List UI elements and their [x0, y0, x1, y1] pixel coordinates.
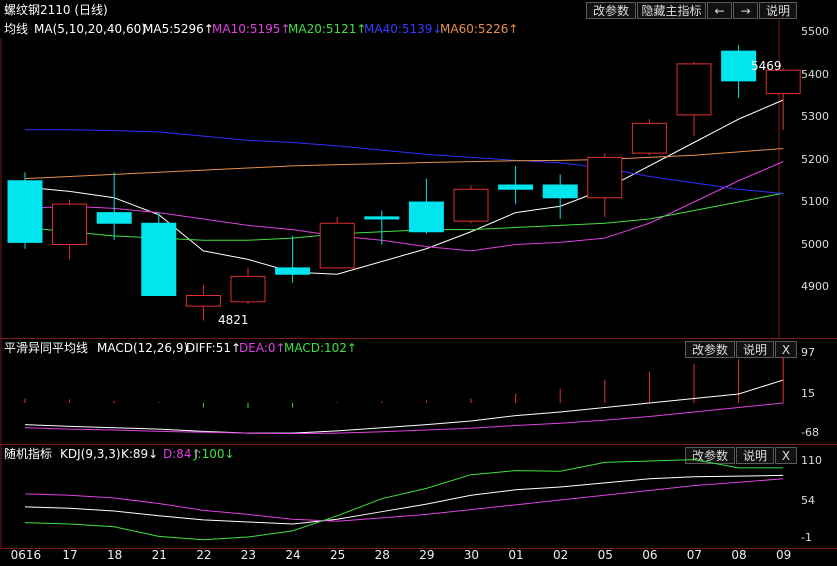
date-label: 21 — [151, 548, 167, 562]
kdj-tick: 110 — [801, 454, 822, 467]
candlestick — [230, 275, 266, 303]
panel-divider — [0, 548, 837, 549]
ma5-line — [24, 99, 784, 275]
diff-line — [24, 379, 784, 434]
macd-help-button[interactable]: 说明 — [736, 341, 774, 358]
d-value: D:84↑ — [163, 447, 202, 461]
kdj-close-button[interactable]: X — [775, 447, 797, 464]
candlestick — [7, 180, 43, 243]
j-value: J:100↓ — [194, 447, 235, 461]
ma40-value: MA40:5139↓ — [364, 22, 443, 36]
j-line — [24, 459, 784, 541]
left-arrow-button[interactable]: ← — [707, 2, 732, 19]
macd-axis: 97 15 -68 — [779, 339, 837, 444]
kdj-chart — [0, 445, 784, 548]
candlestick — [185, 295, 221, 307]
ma5-value: MA5:5296↑ — [143, 22, 214, 36]
price-tick: 5300 — [801, 110, 829, 123]
candlestick — [364, 216, 400, 220]
price-tick: 5200 — [801, 153, 829, 166]
kdj-tick: -1 — [801, 531, 812, 544]
kdj-legend-name: 随机指标 — [4, 447, 53, 461]
macd-close-button[interactable]: X — [775, 341, 797, 358]
help-button[interactable]: 说明 — [759, 2, 797, 19]
candlestick — [141, 222, 177, 296]
date-label: 06 — [642, 548, 658, 562]
candlestick — [542, 184, 578, 199]
date-label: 01 — [508, 548, 524, 562]
date-label: 28 — [374, 548, 390, 562]
macd-legend-params: MACD(12,26,9) — [97, 341, 189, 355]
date-label: 09 — [776, 548, 792, 562]
right-arrow-button[interactable]: → — [733, 2, 758, 19]
candlestick — [631, 122, 667, 154]
ma40-line — [25, 129, 784, 194]
candlestick — [96, 212, 132, 224]
date-label: 18 — [107, 548, 123, 562]
price-chart — [0, 20, 801, 338]
candlestick — [765, 69, 801, 95]
macd-chart — [0, 339, 784, 444]
macd-change-params-button[interactable]: 改参数 — [685, 341, 735, 358]
ma20-line — [24, 192, 784, 241]
date-label: 24 — [285, 548, 301, 562]
date-label: 17 — [62, 548, 78, 562]
candlestick — [721, 50, 757, 82]
ma20-value: MA20:5121↑ — [288, 22, 367, 36]
k-line — [24, 474, 784, 525]
candlestick — [587, 156, 623, 199]
high-price-label: 5469 — [751, 59, 782, 73]
ma10-line — [24, 161, 784, 252]
change-params-button[interactable]: 改参数 — [586, 2, 636, 19]
kdj-help-button[interactable]: 说明 — [736, 447, 774, 464]
dea-value: DEA:0↑ — [239, 341, 286, 355]
price-axis: 5500 5400 5300 5200 5100 5000 4900 — [779, 0, 837, 338]
date-label: 05 — [597, 548, 613, 562]
candlestick — [676, 63, 712, 116]
hide-main-indicator-button[interactable]: 隐藏主指标 — [637, 2, 706, 19]
date-label: 30 — [463, 548, 480, 562]
diff-value: DIFF:51↑ — [186, 341, 242, 355]
date-label: 29 — [419, 548, 435, 562]
date-label: 07 — [686, 548, 703, 562]
macd-legend-name: 平滑异同平均线 — [4, 341, 89, 355]
candlestick — [275, 267, 311, 275]
ma-legend-params: MA(5,10,20,40,60) — [34, 22, 146, 36]
kdj-tick: 54 — [801, 494, 815, 507]
ma10-value: MA10:5195↑ — [212, 22, 291, 36]
kdj-change-params-button[interactable]: 改参数 — [685, 447, 735, 464]
price-tick: 5100 — [801, 195, 829, 208]
kdj-axis: 110 54 -1 — [779, 445, 837, 548]
macd-tick: 15 — [801, 387, 815, 400]
date-label: 23 — [240, 548, 257, 562]
date-label: 08 — [731, 548, 747, 562]
price-tick: 5400 — [801, 68, 829, 81]
macd-tick: -68 — [801, 426, 819, 439]
date-label: 0616 — [10, 548, 42, 562]
candlestick — [319, 222, 355, 269]
kdj-legend-params: KDJ(9,3,3) — [60, 447, 121, 461]
price-tick: 5500 — [801, 25, 829, 38]
macd-value: MACD:102↑ — [284, 341, 357, 355]
date-label: 25 — [330, 548, 346, 562]
price-tick: 5000 — [801, 238, 829, 251]
price-tick: 4900 — [801, 280, 829, 293]
d-line — [24, 478, 784, 522]
date-label: 22 — [196, 548, 212, 562]
candlestick — [52, 203, 88, 245]
candlestick — [408, 201, 444, 233]
k-value: K:89↓ — [121, 447, 159, 461]
panel-divider — [0, 444, 837, 445]
ma-legend-name: 均线 — [4, 22, 29, 36]
candlestick — [453, 188, 489, 222]
ma60-value: MA60:5226↑ — [440, 22, 519, 36]
macd-tick: 97 — [801, 346, 815, 359]
candlestick — [498, 184, 534, 190]
date-label: 02 — [553, 548, 569, 562]
low-price-label: 4821 — [218, 313, 249, 327]
panel-divider — [0, 338, 837, 339]
dea-line — [24, 402, 784, 435]
chart-title: 螺纹钢2110 (日线) — [4, 3, 108, 17]
ma60-line — [24, 147, 784, 180]
